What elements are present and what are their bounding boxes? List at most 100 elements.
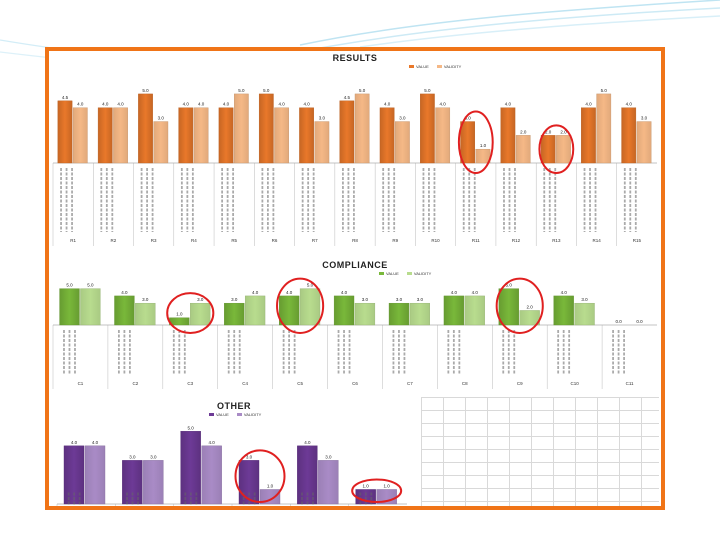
category-code: R6	[272, 238, 278, 243]
data-label: 3.0	[399, 116, 406, 121]
category-code: R13	[552, 238, 561, 243]
data-label: 3.0	[362, 297, 369, 302]
bar-C3-value	[169, 317, 190, 326]
results-chart-panel: RESULTS VALUE VALIDITY 4.5 4.0 R1 4.0 4.0 R2 5…	[49, 51, 661, 251]
data-label: 4.0	[209, 440, 216, 445]
chart-frame: RESULTS VALUE VALIDITY 4.5 4.0 R1 4.0 4.0 R2 5…	[45, 47, 665, 510]
bar-R7-validity	[314, 121, 330, 164]
legend-swatch	[436, 65, 442, 69]
data-label: 5.0	[142, 88, 149, 93]
data-label: 4.0	[304, 440, 311, 445]
data-label: 1.0	[267, 483, 274, 488]
bar-R9-value	[379, 107, 395, 164]
bar-C10-validity	[574, 302, 595, 326]
bar-O3-validity	[201, 445, 222, 505]
highlight-circle	[538, 124, 575, 174]
data-label: 4.0	[585, 102, 592, 107]
results-bars: 4.5 4.0 R1 4.0 4.0 R2 5.0 3.0 R3 4.0 4.0 R4 4.0 5.0 R5…	[52, 88, 657, 246]
bar-R13-value	[540, 135, 556, 164]
chart-title: COMPLIANCE	[322, 260, 388, 270]
data-label: 4.0	[341, 290, 348, 295]
legend-label: VALUE	[216, 412, 229, 417]
data-label: 3.0	[150, 454, 157, 459]
category-code: R11	[472, 238, 480, 243]
highlight-circle	[351, 478, 403, 503]
bar-C2-validity	[135, 302, 156, 326]
bar-C8-validity	[464, 295, 485, 326]
legend-item-validity: VALIDITY	[406, 271, 432, 276]
legend-swatch	[409, 65, 414, 69]
legend-label: VALIDITY	[413, 271, 432, 276]
bar-R3-value	[138, 93, 153, 164]
bar-O5-validity	[318, 460, 339, 505]
data-label: 3.0	[319, 116, 326, 121]
data-label: 4.0	[77, 102, 84, 107]
data-label: 5.0	[307, 283, 314, 288]
data-label: 3.0	[581, 297, 588, 302]
data-label: 4.0	[561, 290, 568, 295]
data-label: 3.0	[158, 116, 165, 121]
category-code: C6	[352, 381, 358, 386]
data-label: 4.0	[223, 102, 230, 107]
category-code: C3	[187, 381, 193, 386]
category-code: C5	[297, 381, 303, 386]
data-label: 4.5	[344, 95, 351, 100]
category-code: R4	[191, 238, 197, 243]
bar-R3-validity	[153, 121, 169, 164]
data-label: 3.0	[246, 454, 253, 459]
bar-R14-validity	[596, 93, 612, 164]
bar-R14-value	[581, 107, 596, 164]
data-label: 4.0	[505, 102, 512, 107]
data-label: 4.0	[384, 102, 391, 107]
bar-O2-validity	[143, 460, 164, 505]
category-code: R10	[431, 238, 440, 243]
data-label: 2.0	[560, 129, 567, 134]
data-label: 3.0	[325, 454, 332, 459]
data-label: 4.5	[62, 95, 69, 100]
bar-R4-value	[178, 107, 194, 164]
bar-R2-validity	[113, 107, 128, 164]
bar-R5-validity	[233, 93, 249, 164]
data-label: 5.0	[188, 425, 195, 430]
bar-R10-value	[420, 93, 435, 164]
bar-R9-validity	[395, 121, 410, 164]
data-label: 4.0	[183, 102, 190, 107]
data-label: 4.0	[92, 440, 99, 445]
bar-R11-validity	[475, 148, 491, 164]
bar-C6-value	[333, 295, 355, 326]
data-label: 2.0	[545, 129, 552, 134]
data-label: 2.0	[527, 304, 534, 309]
bar-C1-validity	[80, 288, 101, 326]
data-label: 4.0	[451, 290, 458, 295]
data-label: 4.0	[71, 440, 78, 445]
data-label: 5.0	[263, 88, 270, 93]
data-label: 1.0	[384, 483, 391, 488]
highlight-circle	[166, 292, 215, 334]
data-label: 4.0	[198, 102, 205, 107]
bar-R12-value	[500, 107, 516, 164]
bar-R13-validity	[556, 135, 571, 164]
bar-R15-value	[621, 107, 637, 164]
data-label: 3.0	[417, 297, 424, 302]
data-label: 5.0	[359, 88, 366, 93]
data-label: 4.0	[121, 290, 128, 295]
data-label: 0.0	[615, 319, 622, 324]
legend-item-validity: VALIDITY	[236, 412, 261, 417]
bar-C6-validity	[354, 302, 376, 326]
bar-C5-value	[279, 295, 300, 326]
data-label: 5.0	[424, 88, 431, 93]
data-label: 5.0	[87, 283, 94, 288]
chart-title: OTHER	[217, 401, 251, 411]
bar-C7-value	[388, 302, 410, 326]
legend-item-validity: VALIDITY	[436, 64, 462, 69]
legend-label: VALUE	[416, 64, 429, 69]
legend-label: VALIDITY	[443, 64, 462, 69]
data-label: 5.0	[66, 283, 73, 288]
data-label: 1.0	[363, 483, 370, 488]
bar-O1-validity	[84, 445, 106, 505]
data-label: 3.0	[231, 297, 238, 302]
bar-R8-value	[339, 100, 355, 164]
category-code: R5	[231, 238, 237, 243]
category-code: R3	[151, 238, 157, 243]
category-code: R12	[512, 238, 521, 243]
